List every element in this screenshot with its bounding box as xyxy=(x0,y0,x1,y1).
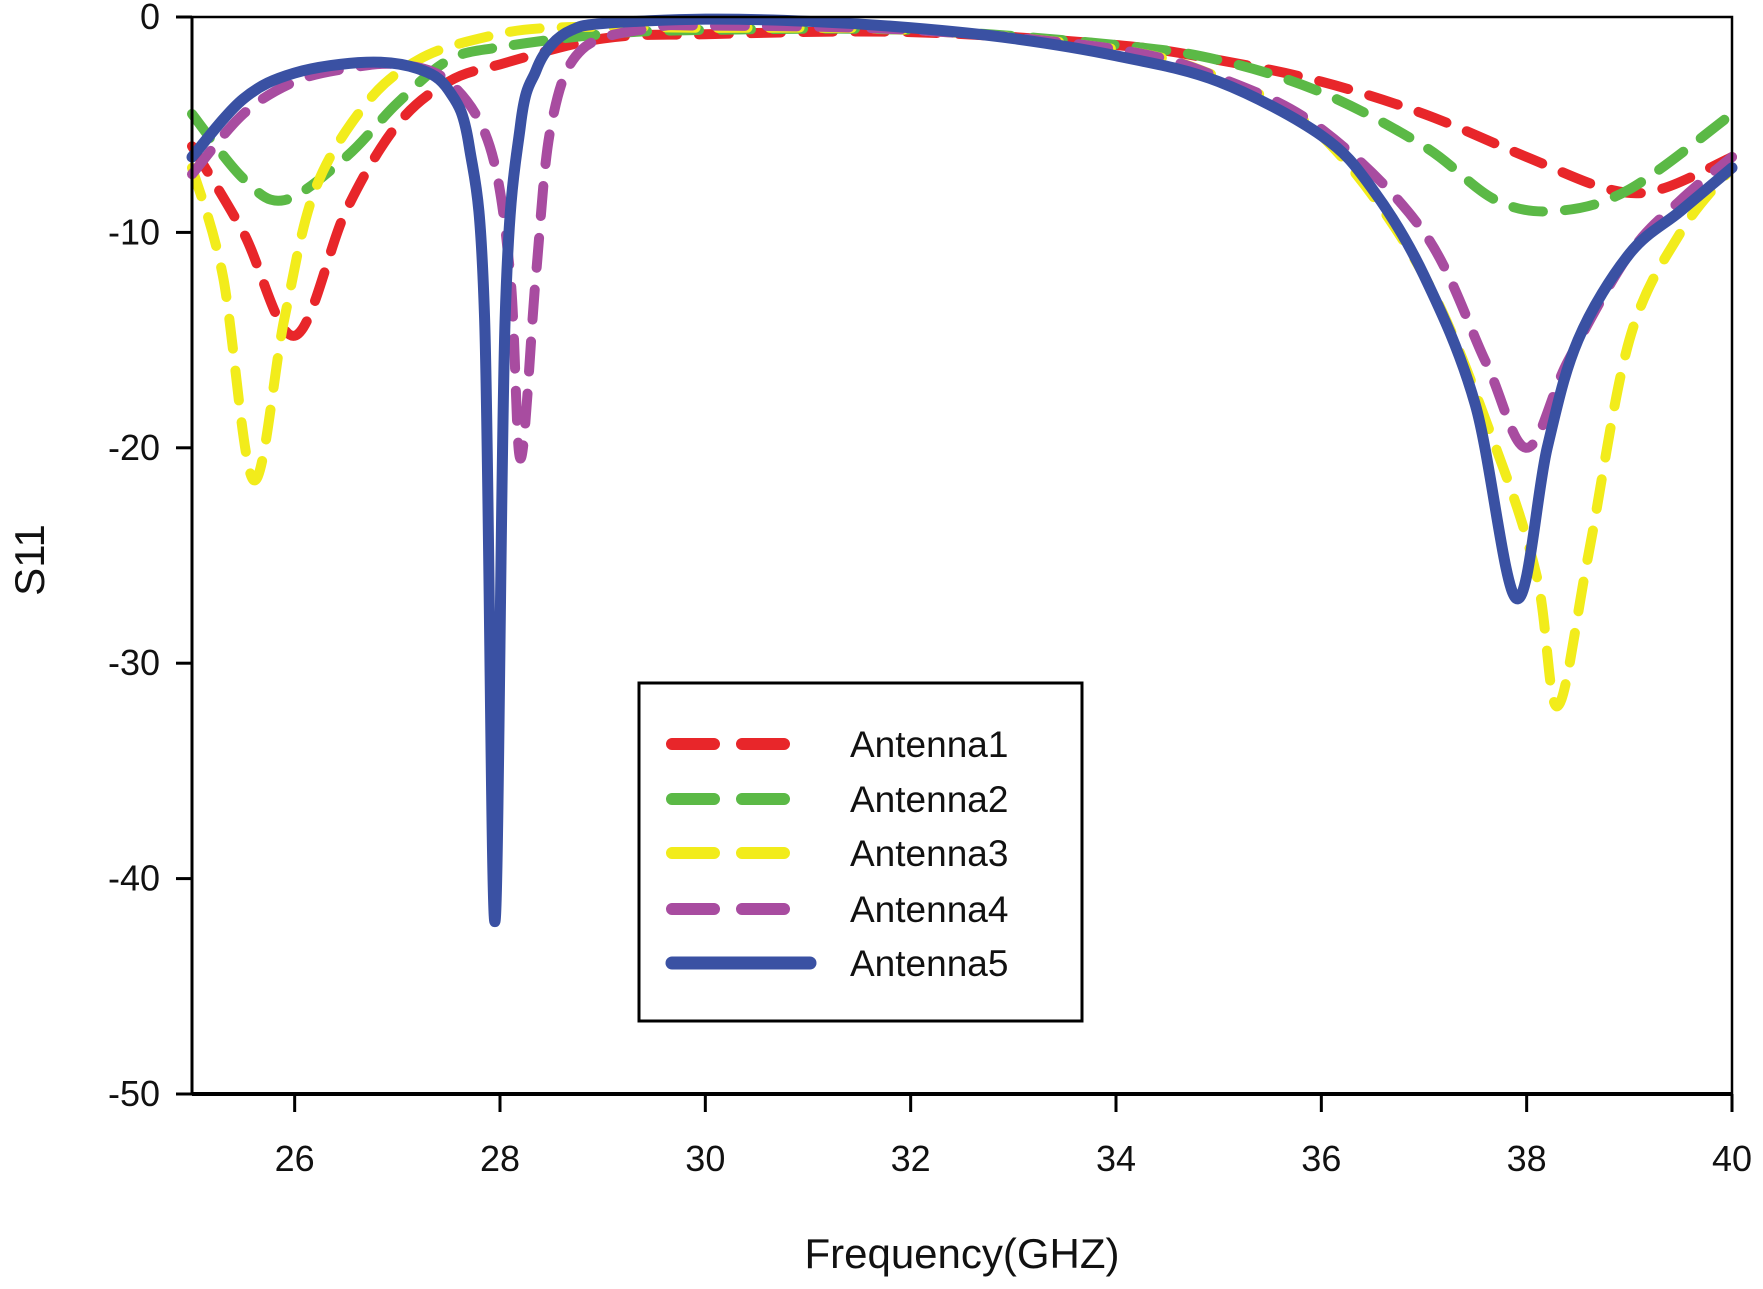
legend-label-antenna5: Antenna5 xyxy=(850,943,1008,984)
x-axis-ticks: 26 28 30 32 34 36 38 40 xyxy=(275,1094,1752,1179)
y-axis-label: S11 xyxy=(6,524,53,596)
legend-label-antenna3: Antenna3 xyxy=(850,833,1008,874)
series-antenna3-line xyxy=(187,21,1737,712)
x-axis-label: Frequency(GHZ) xyxy=(804,1230,1119,1277)
y-tick-label: -30 xyxy=(108,642,160,683)
x-tick-label: 26 xyxy=(275,1138,315,1179)
x-tick-label: 32 xyxy=(891,1138,931,1179)
x-tick-label: 28 xyxy=(480,1138,520,1179)
legend-label-antenna2: Antenna2 xyxy=(850,779,1008,820)
legend-label-antenna1: Antenna1 xyxy=(850,724,1008,765)
x-tick-label: 38 xyxy=(1507,1138,1547,1179)
x-tick-label: 30 xyxy=(685,1138,725,1179)
series-antenna5-line xyxy=(186,13,1738,928)
series-antenna4-line xyxy=(187,20,1737,464)
legend-label-antenna4: Antenna4 xyxy=(850,889,1008,930)
series-curves xyxy=(186,13,1738,928)
legend: Antenna1 Antenna2 Antenna3 Antenna4 Antenna5 xyxy=(637,681,1084,1023)
y-tick-label: -10 xyxy=(108,211,160,252)
y-tick-label: -40 xyxy=(108,858,160,899)
y-tick-label: 0 xyxy=(140,0,160,37)
y-tick-label: -50 xyxy=(108,1073,160,1114)
y-tick-label: -20 xyxy=(108,427,160,468)
y-axis-ticks: 0 -10 -20 -30 -40 -50 xyxy=(108,0,192,1114)
x-tick-label: 36 xyxy=(1301,1138,1341,1179)
x-tick-label: 40 xyxy=(1712,1138,1752,1179)
x-tick-label: 34 xyxy=(1096,1138,1136,1179)
